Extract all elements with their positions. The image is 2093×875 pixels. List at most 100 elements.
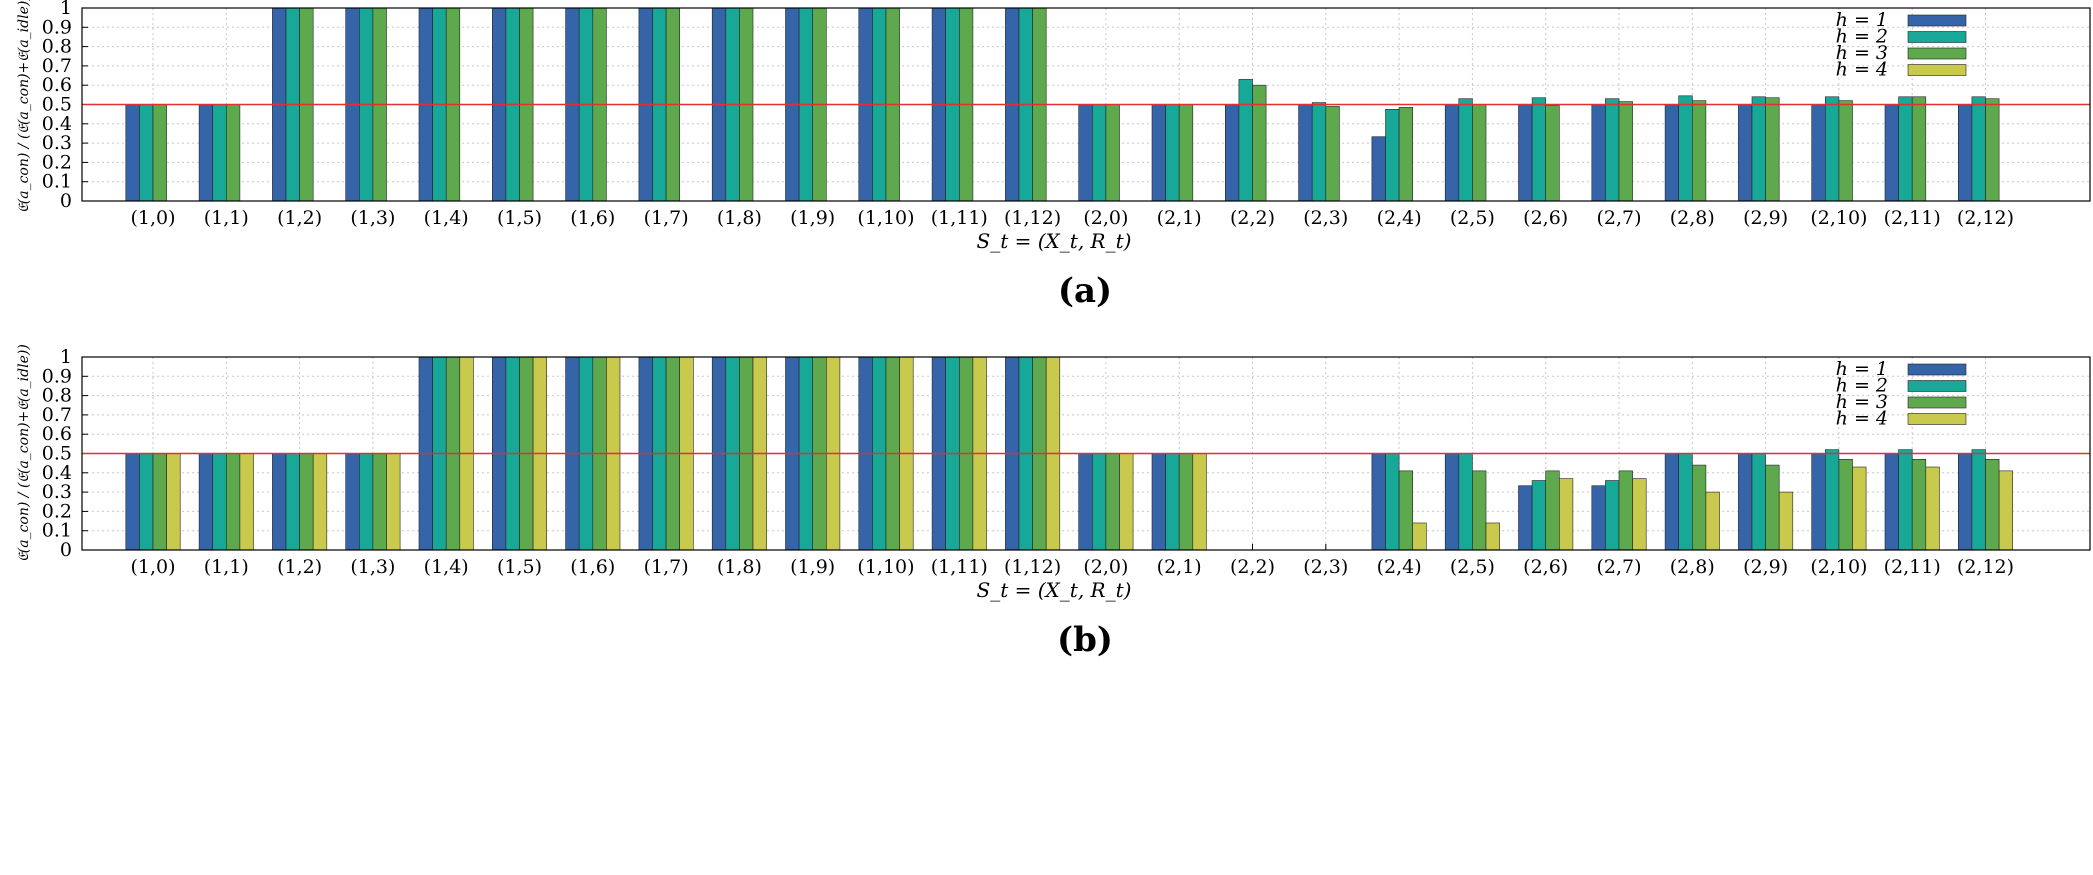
x-tick-label: (1,6) (570, 556, 615, 578)
legend-label: h = 2 (1836, 375, 1888, 397)
x-tick-label: (1,1) (204, 556, 249, 578)
x-tick-label: (2,10) (1810, 556, 1867, 578)
y-tick-label: 0.4 (42, 462, 72, 484)
bar-h1-(2,4) (1371, 453, 1386, 551)
x-tick-label: (1,8) (717, 556, 762, 578)
x-tick-label: (2,1) (1157, 556, 1202, 578)
y-tick-label: 1 (60, 0, 72, 19)
panel-caption: (b) (1057, 620, 1113, 660)
y-tick-label: 0.2 (42, 151, 72, 173)
bar-h4-(1,0) (166, 453, 181, 551)
bar-h1-(2,8) (1664, 104, 1679, 202)
x-tick-label: (1,0) (130, 207, 175, 229)
bar-h3-(2,6) (1545, 470, 1560, 551)
y-tick-label: 0.3 (42, 481, 72, 503)
x-tick-label: (1,2) (277, 556, 322, 578)
x-tick-label: (1,7) (644, 556, 689, 578)
bar-h3-(1,0) (152, 104, 167, 202)
bar-h1-(2,7) (1591, 485, 1606, 551)
bar-h3-(2,4) (1398, 107, 1413, 202)
bar-h2-(2,4) (1385, 453, 1400, 551)
x-tick-label: (1,6) (570, 207, 615, 229)
bar-h2-(2,0) (1092, 104, 1107, 202)
x-tick-label: (1,10) (857, 207, 914, 229)
x-tick-label: (1,1) (204, 207, 249, 229)
y-tick-label: 0.2 (42, 500, 72, 522)
bar-h3-(2,7) (1618, 101, 1633, 202)
bar-h1-(1,1) (198, 453, 214, 551)
x-tick-label: (1,4) (424, 207, 469, 229)
x-tick-label: (2,3) (1303, 556, 1348, 578)
bar-h4-(2,9) (1778, 491, 1794, 551)
bar-h4-(1,1) (239, 453, 254, 551)
bar-h2-(1,1) (212, 104, 227, 202)
bar-h3-(2,1) (1178, 453, 1194, 551)
bar-h4-(2,8) (1705, 491, 1720, 551)
bar-h4-(2,11) (1925, 466, 1940, 551)
y-axis-label: 𝔈(a_con) / (𝔈(a_con)+𝔈(a_idle)) (16, 344, 32, 562)
bar-h2-(2,5) (1458, 453, 1473, 551)
bar-h1-(2,3) (1298, 104, 1313, 202)
panel-caption: (a) (1058, 271, 1112, 311)
y-tick-label: 0 (60, 190, 72, 212)
x-tick-label: (2,6) (1523, 556, 1568, 578)
bar-h2-(2,11) (1898, 96, 1913, 202)
y-tick-label: 0 (60, 539, 72, 561)
bar-h1-(2,10) (1811, 104, 1826, 202)
y-tick-label: 0.3 (42, 132, 72, 154)
y-tick-label: 0.4 (42, 113, 72, 135)
bar-h1-(2,5) (1444, 453, 1460, 551)
x-tick-label: (1,8) (717, 207, 762, 229)
legend-swatch (1907, 413, 1967, 425)
bar-h4-(2,6) (1559, 478, 1574, 551)
x-tick-label: (2,0) (1083, 207, 1128, 229)
bar-h4-(1,2) (312, 453, 328, 551)
y-tick-label: 0.8 (42, 385, 72, 407)
legend-swatch (1907, 47, 1967, 60)
bar-h1-(2,12) (1958, 453, 1973, 551)
x-tick-label: (1,9) (790, 556, 835, 578)
bar-h2-(2,7) (1605, 480, 1620, 551)
bar-h1-(1,1) (198, 104, 214, 202)
bar-h2-(1,0) (139, 453, 154, 551)
y-tick-label: 0.6 (42, 74, 72, 96)
bar-h1-(2,6) (1518, 485, 1533, 551)
x-tick-label: (2,11) (1884, 556, 1941, 578)
bar-h1-(1,0) (125, 104, 140, 202)
bar-h3-(2,10) (1838, 458, 1853, 551)
x-tick-label: (1,2) (277, 207, 322, 229)
x-tick-label: (1,11) (931, 556, 988, 578)
x-tick-label: (2,0) (1083, 556, 1128, 578)
y-tick-label: 0.9 (42, 365, 72, 387)
y-tick-label: 0.7 (42, 55, 72, 77)
bar-h1-(2,5) (1444, 104, 1460, 202)
bar-h1-(2,1) (1151, 104, 1166, 202)
y-axis-label: 𝔈(a_con) / (𝔈(a_con)+𝔈(a_idle)) (16, 0, 32, 213)
bar-h2-(1,2) (285, 453, 300, 551)
x-tick-label: (2,8) (1670, 207, 1715, 229)
bar-h2-(2,10) (1825, 449, 1840, 551)
bar-h4-(1,3) (386, 453, 401, 551)
chart-panel-a: 00.10.20.30.40.50.60.70.80.91 (1,0) (1,1) (… (16, 0, 2091, 311)
x-tick-label: (2,4) (1377, 207, 1422, 229)
bar-h4-(2,7) (1632, 478, 1647, 551)
y-tick-label: 0.1 (42, 171, 72, 193)
bar-h2-(2,9) (1751, 96, 1766, 202)
y-tick-label: 0.5 (42, 443, 72, 465)
x-tick-label: (2,3) (1303, 207, 1348, 229)
bar-h1-(2,9) (1738, 104, 1753, 202)
bar-h3-(2,1) (1178, 104, 1194, 202)
bar-h2-(2,6) (1531, 480, 1546, 551)
y-tick-label: 0.1 (42, 520, 72, 542)
bar-h2-(2,3) (1311, 102, 1327, 202)
bar-h4-(2,0) (1119, 453, 1134, 551)
legend-swatch (1907, 363, 1967, 376)
x-axis-label: S_t = (X_t, R_t) (977, 578, 1132, 602)
bar-h1-(2,4) (1371, 136, 1386, 202)
y-tick-label: 0.5 (42, 94, 72, 116)
bar-h2-(1,3) (358, 453, 374, 551)
x-tick-label: (2,11) (1884, 207, 1941, 229)
bar-h3-(2,9) (1765, 464, 1780, 551)
bar-h3-(2,8) (1692, 464, 1707, 551)
